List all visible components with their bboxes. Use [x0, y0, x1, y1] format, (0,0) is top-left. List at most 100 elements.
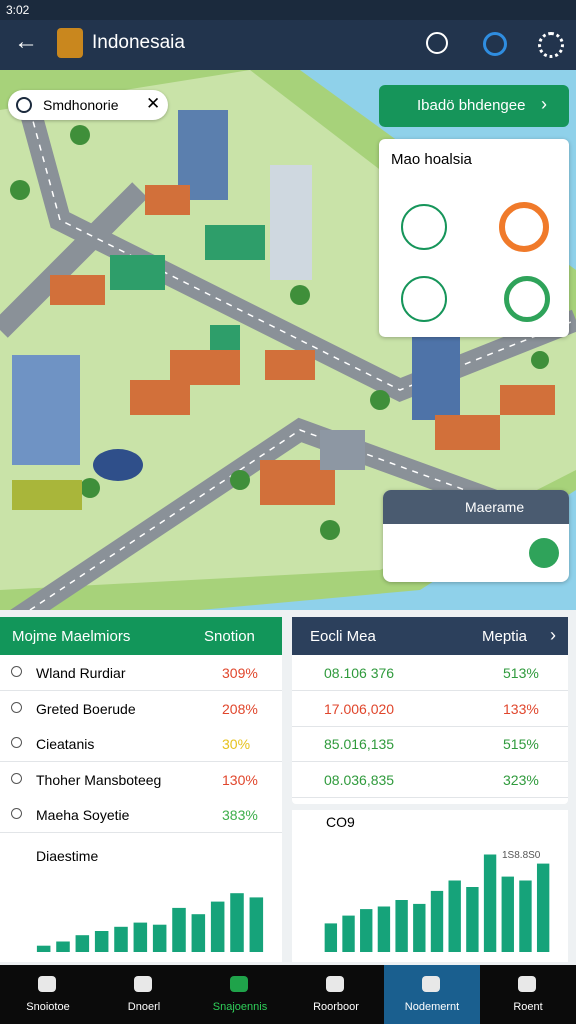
search-text: Smdhonorie [43, 97, 119, 113]
bar [483, 854, 497, 952]
flag-icon [57, 28, 83, 58]
chart-title: Diaestime [36, 848, 99, 864]
app-title: Indonesaia [92, 32, 185, 53]
header-right: Meptia [482, 628, 528, 645]
bar [172, 907, 186, 952]
row-label: 08.106 376 [324, 665, 395, 681]
bar [519, 880, 532, 952]
row-label: Wland Rurdiar [36, 665, 126, 681]
search-icon [16, 97, 32, 113]
bar [210, 901, 225, 952]
nav-icon [518, 976, 536, 992]
row-value: 133% [503, 700, 539, 717]
list-row[interactable] [292, 726, 568, 762]
bottom-nav [0, 965, 576, 1024]
nav-item[interactable] [96, 965, 192, 1024]
nav-item[interactable] [0, 965, 96, 1024]
nav-label: Roorboor [313, 1001, 359, 1013]
list-row[interactable] [292, 655, 568, 691]
row-value: 30% [222, 736, 251, 752]
nav-item[interactable] [192, 965, 288, 1024]
chevron: › [541, 94, 547, 114]
row-value: 513% [503, 665, 539, 681]
bar [133, 922, 148, 952]
row-label: Maeha Soyetie [36, 807, 130, 823]
search-icon [11, 737, 22, 748]
search-icon [11, 701, 22, 713]
bar [536, 863, 550, 952]
list-row[interactable] [292, 762, 568, 798]
bar [395, 900, 408, 952]
row-value: 323% [503, 771, 539, 788]
action-button[interactable]: Ibadö bhdengee › [379, 85, 569, 127]
settings-icon[interactable] [538, 32, 564, 58]
bar [230, 893, 244, 952]
info-title: Mao hoalsia [391, 151, 472, 168]
bar [501, 876, 514, 952]
header-right: Snotion [204, 628, 255, 645]
header-left: Mojme Maelmiors [12, 628, 131, 645]
icon [529, 538, 559, 568]
people-card: Maerame [383, 490, 569, 582]
status-bar: 3:02 [0, 0, 576, 20]
time: 3:02 [6, 3, 30, 17]
nav-item[interactable] [384, 965, 480, 1024]
nav-label: Nodemernt [404, 1001, 460, 1013]
app-bar: ← Indonesaia [0, 20, 576, 70]
nav-item[interactable] [288, 965, 384, 1024]
bar [466, 887, 479, 952]
action-text: Ibadö bhdengee [417, 97, 526, 114]
row-value: 515% [503, 736, 539, 752]
bar [413, 903, 426, 952]
bar [360, 909, 373, 952]
bar [152, 924, 167, 952]
search-icon [11, 808, 22, 819]
bar [249, 897, 264, 952]
nav-label: Roent [513, 1001, 543, 1013]
row-value: 383% [222, 807, 258, 823]
list-row[interactable] [0, 797, 282, 833]
info-card: Mao hoalsia [379, 139, 569, 337]
close-button[interactable]: ✕ [146, 94, 161, 113]
bar [377, 906, 391, 952]
bar [94, 931, 109, 952]
list-row[interactable] [292, 691, 568, 727]
bar [75, 935, 90, 952]
people-title: Maerame [465, 499, 525, 515]
bar [448, 880, 461, 952]
nav-icon [326, 976, 344, 992]
icon [401, 276, 447, 322]
row-value: 309% [222, 665, 258, 681]
chevron[interactable]: › [550, 625, 556, 645]
header-left: Eocli Mea [310, 628, 376, 645]
back-button[interactable]: ← [14, 28, 38, 55]
bar [114, 926, 128, 952]
bar [342, 915, 355, 952]
search-icon[interactable] [426, 32, 448, 54]
nav-item[interactable] [480, 965, 576, 1024]
nav-icon [422, 976, 440, 992]
row-value: 130% [222, 771, 258, 788]
search-icon [11, 666, 22, 677]
nav-icon [134, 976, 152, 992]
chart-title: CO9 [326, 814, 355, 830]
row-label: Greted Boerude [36, 700, 136, 717]
bar [191, 914, 206, 952]
nav-icon [38, 976, 56, 992]
icon [401, 204, 447, 250]
donut-icon [504, 276, 550, 322]
nav-label: Dnoerl [127, 1001, 161, 1013]
chart-annotation: 1S8.8S0 [502, 850, 541, 861]
notification-icon[interactable] [483, 32, 507, 56]
nav-icon [230, 976, 248, 992]
row-value: 208% [222, 700, 258, 717]
bar-chart [36, 893, 264, 952]
nav-label: Snajoennis [212, 1001, 268, 1013]
search-chip[interactable]: Smdhonorie ✕ [8, 90, 168, 120]
bar [324, 923, 338, 952]
row-label: 17.006,020 [324, 700, 395, 717]
row-label: 85.016,135 [324, 736, 395, 752]
nav-label: Snoiotoe [26, 1001, 70, 1013]
right-panel: Eocli Mea Meptia › [292, 617, 568, 804]
